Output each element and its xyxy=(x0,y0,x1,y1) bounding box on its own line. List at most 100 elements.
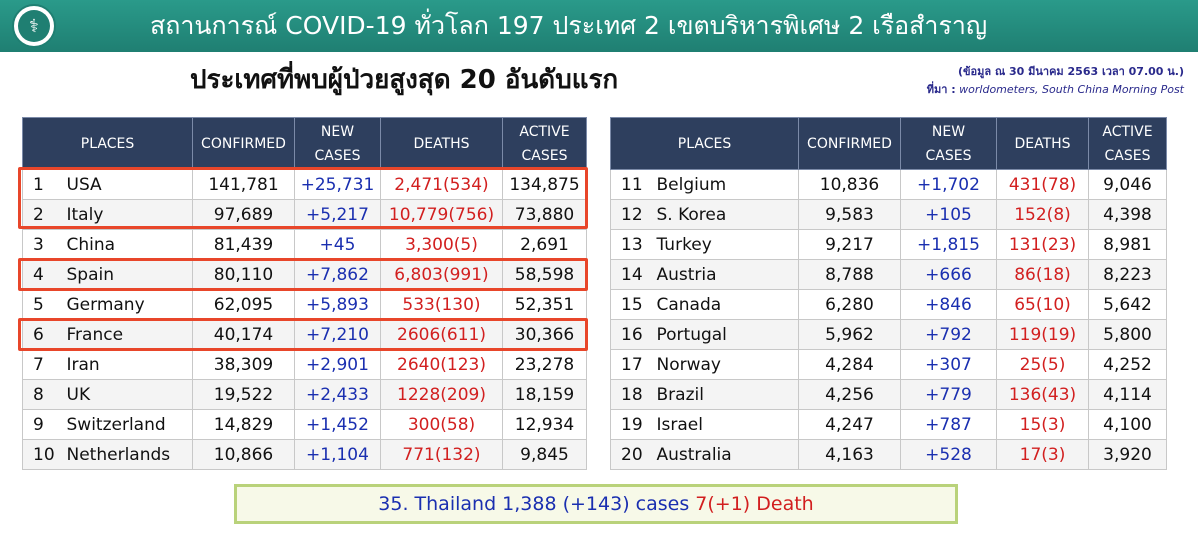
rank-cell: 15 xyxy=(610,289,653,320)
active-cases-cell: 12,934 xyxy=(502,409,587,440)
new-cases-cell: +1,815 xyxy=(900,229,997,260)
new-cases-cell: +2,901 xyxy=(294,349,381,380)
new-cases-cell: +787 xyxy=(900,409,997,440)
active-cases-cell: 3,920 xyxy=(1088,439,1167,470)
rank-cell: 13 xyxy=(610,229,653,260)
table-header-row: PLACES CONFIRMED NEW CASES DEATHS ACTIVE C… xyxy=(610,117,1167,170)
country-cell: China xyxy=(62,229,193,260)
col-places: PLACES xyxy=(610,117,799,170)
rank-cell: 18 xyxy=(610,379,653,410)
source-names: worldometers, South China Morning Post xyxy=(959,83,1184,96)
confirmed-cell: 19,522 xyxy=(192,379,295,410)
new-cases-cell: +25,731 xyxy=(294,169,381,200)
active-cases-cell: 9,046 xyxy=(1088,169,1167,200)
country-cell: Spain xyxy=(62,259,193,290)
country-cell: UK xyxy=(62,379,193,410)
new-cases-cell: +45 xyxy=(294,229,381,260)
col-places: PLACES xyxy=(22,117,193,170)
country-cell: Turkey xyxy=(652,229,799,260)
table-row: 13 Turkey 9,217 +1,815 131(23) 8,981 xyxy=(610,229,1167,260)
country-cell: Israel xyxy=(652,409,799,440)
country-cell: Switzerland xyxy=(62,409,193,440)
col-confirmed: CONFIRMED xyxy=(798,117,901,170)
rank-cell: 8 xyxy=(22,379,63,410)
ministry-logo: ⚕ xyxy=(12,4,56,48)
new-cases-cell: +5,893 xyxy=(294,289,381,320)
active-cases-cell: 73,880 xyxy=(502,199,587,230)
header-bar: ⚕ สถานการณ์ COVID-19 ทั่วโลก 197 ประเทศ … xyxy=(0,0,1198,52)
rank-cell: 12 xyxy=(610,199,653,230)
caduceus-icon: ⚕ xyxy=(18,10,50,42)
table-row: 20 Australia 4,163 +528 17(3) 3,920 xyxy=(610,439,1167,470)
table-row: 7 Iran 38,309 +2,901 2640(123) 23,278 xyxy=(22,349,587,380)
confirmed-cell: 9,583 xyxy=(798,199,901,230)
source-label: ที่มา : xyxy=(926,83,956,96)
top-countries-table-right: PLACES CONFIRMED NEW CASES DEATHS ACTIVE C… xyxy=(610,117,1167,470)
country-cell: Belgium xyxy=(652,169,799,200)
table-header-row: PLACES CONFIRMED NEW CASES DEATHS ACTIVE C… xyxy=(22,117,587,170)
confirmed-cell: 40,174 xyxy=(192,319,295,350)
table-row: 1 USA 141,781 +25,731 2,471(534) 134,875 xyxy=(22,169,587,200)
col-active-line1: ACTIVE xyxy=(1102,123,1153,140)
table-row: 5 Germany 62,095 +5,893 533(130) 52,351 xyxy=(22,289,587,320)
confirmed-cell: 4,284 xyxy=(798,349,901,380)
table-row: 17 Norway 4,284 +307 25(5) 4,252 xyxy=(610,349,1167,380)
active-cases-cell: 4,252 xyxy=(1088,349,1167,380)
deaths-cell: 2606(611) xyxy=(380,319,503,350)
deaths-cell: 6,803(991) xyxy=(380,259,503,290)
rank-cell: 17 xyxy=(610,349,653,380)
new-cases-cell: +792 xyxy=(900,319,997,350)
confirmed-cell: 9,217 xyxy=(798,229,901,260)
col-active-line2: CASES xyxy=(1104,147,1151,164)
col-new-cases: NEW CASES xyxy=(294,117,381,170)
deaths-cell: 136(43) xyxy=(996,379,1089,410)
active-cases-cell: 5,642 xyxy=(1088,289,1167,320)
confirmed-cell: 4,247 xyxy=(798,409,901,440)
table-row: 14 Austria 8,788 +666 86(18) 8,223 xyxy=(610,259,1167,290)
table-row: 9 Switzerland 14,829 +1,452 300(58) 12,934 xyxy=(22,409,587,440)
new-cases-cell: +1,452 xyxy=(294,409,381,440)
table-row: 11 Belgium 10,836 +1,702 431(78) 9,046 xyxy=(610,169,1167,200)
col-deaths: DEATHS xyxy=(996,117,1089,170)
deaths-cell: 86(18) xyxy=(996,259,1089,290)
active-cases-cell: 18,159 xyxy=(502,379,587,410)
rank-cell: 3 xyxy=(22,229,63,260)
country-cell: Portugal xyxy=(652,319,799,350)
header-title: สถานการณ์ COVID-19 ทั่วโลก 197 ประเทศ 2 … xyxy=(150,11,988,40)
active-cases-cell: 58,598 xyxy=(502,259,587,290)
deaths-cell: 2640(123) xyxy=(380,349,503,380)
rank-cell: 9 xyxy=(22,409,63,440)
active-cases-cell: 52,351 xyxy=(502,289,587,320)
new-cases-cell: +7,862 xyxy=(294,259,381,290)
rank-cell: 4 xyxy=(22,259,63,290)
rank-cell: 1 xyxy=(22,169,63,200)
thailand-summary-banner: 35. Thailand 1,388 (+143) cases 7(+1) De… xyxy=(234,484,958,524)
new-cases-cell: +5,217 xyxy=(294,199,381,230)
rank-cell: 20 xyxy=(610,439,653,470)
active-cases-cell: 8,981 xyxy=(1088,229,1167,260)
deaths-cell: 65(10) xyxy=(996,289,1089,320)
thailand-death-text: 7(+1) Death xyxy=(695,493,814,515)
data-source: ที่มา : worldometers, South China Mornin… xyxy=(927,80,1184,98)
table-row: 3 China 81,439 +45 3,300(5) 2,691 xyxy=(22,229,587,260)
deaths-cell: 3,300(5) xyxy=(380,229,503,260)
rank-cell: 16 xyxy=(610,319,653,350)
confirmed-cell: 62,095 xyxy=(192,289,295,320)
table-row: 15 Canada 6,280 +846 65(10) 5,642 xyxy=(610,289,1167,320)
col-confirmed: CONFIRMED xyxy=(192,117,295,170)
new-cases-cell: +1,104 xyxy=(294,439,381,470)
new-cases-cell: +846 xyxy=(900,289,997,320)
confirmed-cell: 14,829 xyxy=(192,409,295,440)
table-row: 18 Brazil 4,256 +779 136(43) 4,114 xyxy=(610,379,1167,410)
confirmed-cell: 80,110 xyxy=(192,259,295,290)
rank-cell: 19 xyxy=(610,409,653,440)
new-cases-cell: +779 xyxy=(900,379,997,410)
country-cell: Austria xyxy=(652,259,799,290)
confirmed-cell: 81,439 xyxy=(192,229,295,260)
table-row: 10 Netherlands 10,866 +1,104 771(132) 9,845 xyxy=(22,439,587,470)
table-row: 8 UK 19,522 +2,433 1228(209) 18,159 xyxy=(22,379,587,410)
country-cell: Australia xyxy=(652,439,799,470)
table-row: 12 S. Korea 9,583 +105 152(8) 4,398 xyxy=(610,199,1167,230)
table-row: 6 France 40,174 +7,210 2606(611) 30,366 xyxy=(22,319,587,350)
col-new-cases: NEW CASES xyxy=(900,117,997,170)
